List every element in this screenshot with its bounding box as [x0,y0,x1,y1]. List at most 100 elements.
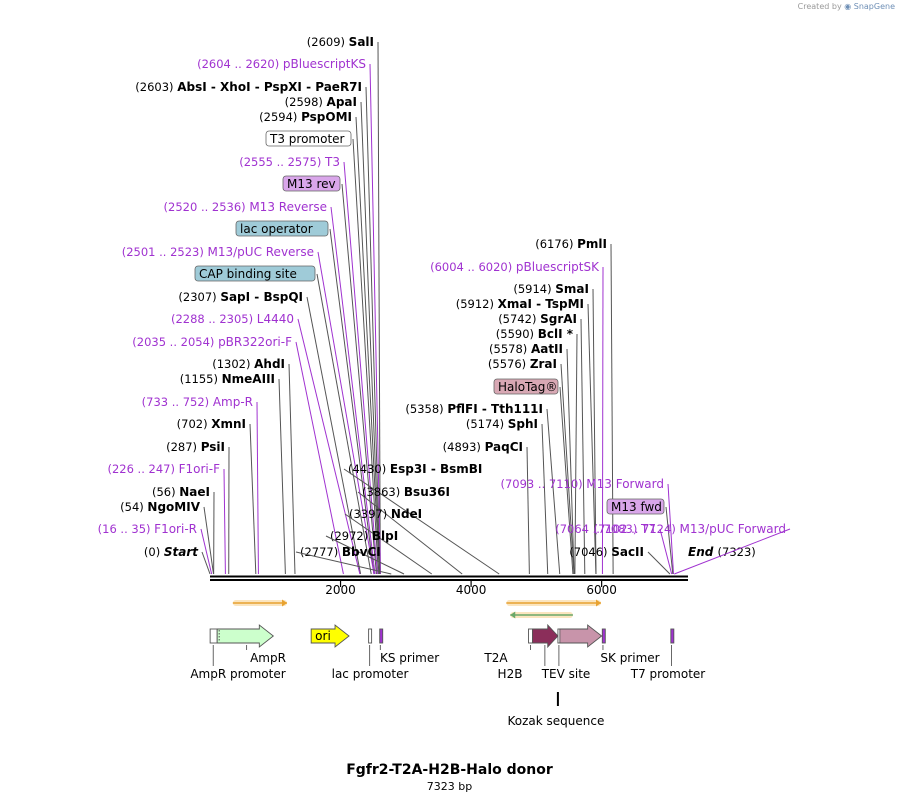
left-label-xmni-leader-line [249,423,257,575]
right-label-pbluescriptsk: (6004 .. 6020) pBluescriptSK [430,260,600,274]
map-title: Fgfr2-T2A-H2B-Halo donor [346,762,553,778]
left-label-t3-promoter-text: T3 promoter [269,132,345,146]
left-label-nmeaiii-leader-line [278,378,286,575]
ruler-tick-label: 6000 [586,583,617,597]
right-label-pflfi-tth111i-leader-line [546,408,561,575]
left-label-ngomiv: (54) NgoMIV [120,500,201,514]
left-label-lac-operator-box[interactable] [235,220,329,237]
right-label-aatii-leader-line [566,348,575,575]
ruler-tick-label: 4000 [456,583,487,597]
feature-ampr-arrow[interactable] [216,624,275,648]
left-label-t3-promoter-box[interactable] [265,130,352,147]
left-label-t3-leader-line [343,161,378,575]
left-label-ahdi: (1302) AhdI [212,357,285,371]
orf-arrowhead-icon [595,599,601,607]
created-by-credit: Created by ◉ SnapGene [798,2,895,11]
left-label-cap-binding-site-leader-line [316,273,372,575]
feature-ori-inline-label: ori [315,629,331,643]
snapgene-brand: SnapGene [853,2,895,11]
feature-ks-primer-box[interactable] [379,628,384,644]
right-label-halotag-text: HaloTag® [498,380,557,394]
left-label-m13-puc-reverse: (2501 .. 2523) M13/pUC Reverse [122,245,314,259]
left-label-nmeaiii: (1155) NmeAIII [180,372,275,386]
right-label-sphi-leader-line [541,423,549,575]
left-label-lac-operator-text: lac operator [240,222,313,236]
left-label-l4440-leader-line [297,318,361,575]
right-label-smai: (5914) SmaI [513,282,589,296]
center-label-ndei: (3397) NdeI [349,507,422,521]
left-label-cap-binding-site-box[interactable] [194,265,316,282]
feature-label-h2b: H2B [498,667,523,681]
left-label-pspomi: (2594) PspOMI [259,110,352,124]
left-label-sali: (2609) SalI [307,35,374,49]
feature-ori-arrow[interactable] [310,624,350,648]
right-label-m13-fwd-text: M13 fwd [611,500,662,514]
orf-arrowhead-icon [510,611,516,619]
right-label-m13-fwd-box[interactable] [606,498,665,515]
left-label-amp-r-leader-line [256,401,259,575]
left-label-m13-puc-reverse-leader-line [317,251,375,575]
feature-lac-promoter-box[interactable] [368,628,373,644]
feature-label-tev-site: TEV site [541,667,591,681]
feature-h2b-arrow[interactable] [532,623,559,649]
left-label-ahdi-leader-line [288,363,296,575]
right-label-bcli: (5590) BclI * [496,327,574,341]
feature-t7-promoter-box[interactable] [670,628,675,644]
left-label-pbluescriptks-leader-line [369,63,381,575]
left-label-apai: (2598) ApaI [285,95,357,109]
left-label-pbr322ori-f-leader-line [295,341,344,575]
left-label-amp-r: (733 .. 752) Amp-R [142,395,253,409]
left-label-m13-reverse: (2520 .. 2536) M13 Reverse [164,200,327,214]
end-label: End (7323) [688,545,756,559]
feature-label-t2a: T2A [483,651,508,665]
left-label-apai-leader-line [360,101,381,575]
right-label-zrai: (5576) ZraI [488,357,557,371]
left-label-f1ori-f-leader-line [223,468,226,575]
right-label-halotag-box[interactable] [493,378,559,395]
left-label-pbr322ori-f: (2035 .. 2054) pBR322ori-F [132,335,292,349]
right-label-m13-puc-forward-leader-line [674,528,791,575]
right-label-pmli: (6176) PmlI [535,237,607,251]
right-label-xmai-tspmi: (5912) XmaI - TspMI [456,297,584,311]
feature-ampr-promoter-box[interactable] [209,628,218,644]
start-leader-line [201,551,211,575]
right-label-bcli-leader-line [574,333,578,575]
center-label-ndei-leader-line [344,513,433,575]
feature-label-ks-primer: KS primer [380,651,439,665]
left-label-m13-reverse-leader-line [330,206,376,575]
feature-sk-primer-box[interactable] [601,628,606,644]
right-label-t7: (7064 .. 7083) T7 [555,522,656,536]
right-label-paqci-leader-line [526,446,530,575]
center-label-blpi-leader-line [325,535,405,575]
right-label-smai-leader-line [592,288,597,575]
right-label-pmli-leader-line [610,243,614,575]
feature-label-t7-promoter: T7 promoter [630,667,706,681]
feature-t2a-box[interactable] [528,628,533,644]
feature-halotag-arrow[interactable] [559,624,603,648]
center-label-blpi: (2972) BlpI [330,529,398,543]
center-label-esp3i-bsmbi-leader-line [343,468,500,575]
left-label-f1ori-f: (226 .. 247) F1ori-F [107,462,220,476]
right-label-m13-forward-leader-line [667,483,675,575]
feature-label-ampr-promoter: AmpR promoter [190,667,285,681]
left-label-naei: (56) NaeI [152,485,210,499]
left-label-t3-promoter-leader-line [352,138,379,575]
right-label-zrai-leader-line [560,363,575,575]
created-by-text: Created by [797,2,842,11]
snapgene-logo-icon: ◉ [844,2,852,11]
left-label-cap-binding-site-text: CAP binding site [199,267,297,281]
plasmid-linear-map[interactable]: 2000 4000 6000 (0) Start End (7323) (2609) Sa… [0,0,899,760]
left-label-sali-leader-line [377,41,381,575]
left-label-m13-rev-box[interactable] [282,175,341,192]
right-label-sacii: (7046) SacII [569,545,644,559]
left-label-sapi-bspqi-leader-line [306,296,362,575]
right-label-halotag-leader-line [559,386,574,575]
right-label-m13-puc-forward: (7102 .. 7124) M13/pUC Forward [594,522,786,536]
left-label-pbluescriptks: (2604 .. 2620) pBluescriptKS [197,57,366,71]
left-label-absi-xhoi-pspxi-paer7i-leader-line [365,86,381,575]
right-label-sgrai-leader-line [580,318,586,575]
right-label-aatii: (5578) AatII [489,342,563,356]
left-label-sapi-bspqi: (2307) SapI - BspQI [178,290,303,304]
right-label-m13-fwd-leader-line [665,506,674,575]
center-label-bbvci: (2777) BbvCI [300,545,381,559]
